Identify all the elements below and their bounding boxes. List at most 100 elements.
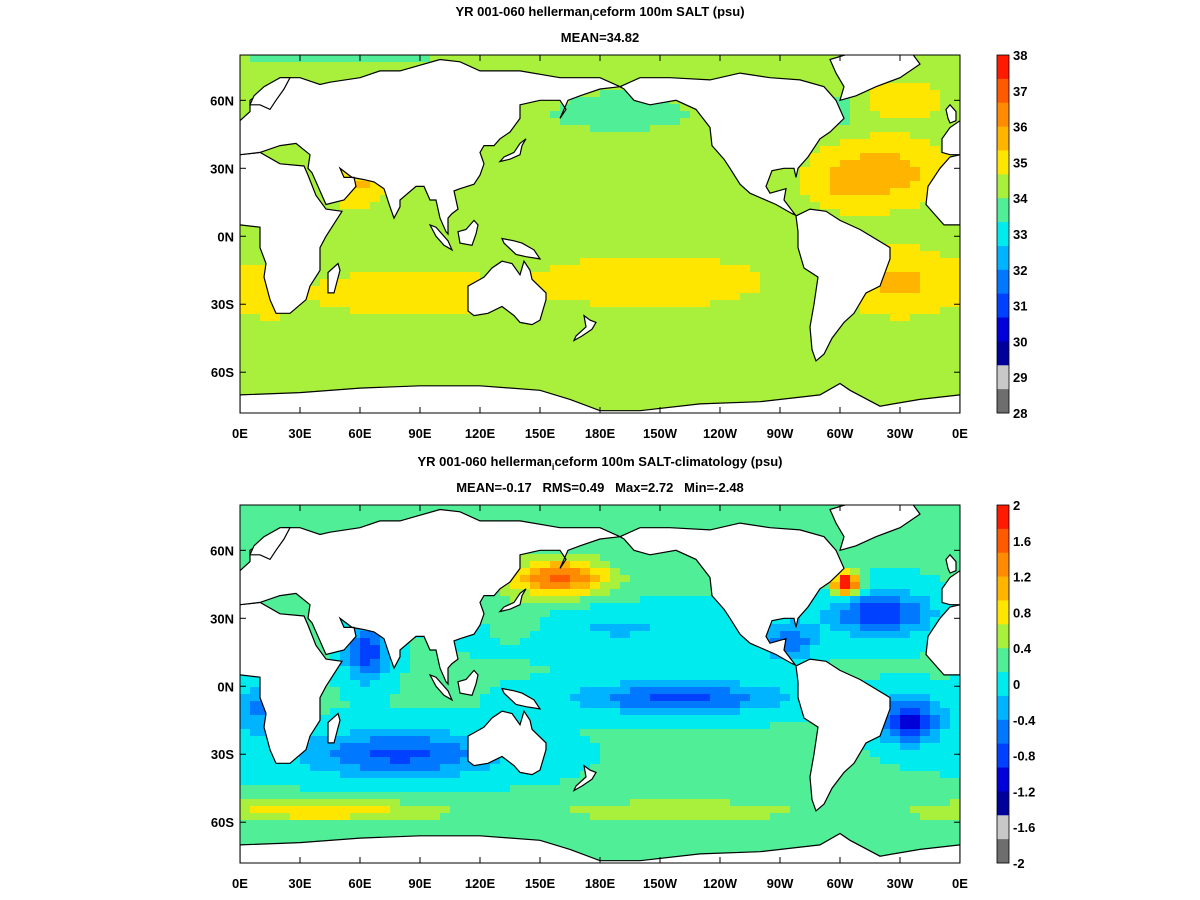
x-tick-label: 120E <box>465 876 496 891</box>
north-america-land <box>618 522 845 669</box>
colorbar-tick-label: 0 <box>1013 677 1020 692</box>
colorbar-swatch <box>997 78 1009 104</box>
x-tick-label: 150W <box>643 426 678 441</box>
salinity-panel: YR 001-060 hellermaniceform 100m SALT (p… <box>210 4 1028 441</box>
y-tick-label: 30N <box>210 611 234 626</box>
eurasia-land <box>240 58 623 236</box>
colorbar-swatch <box>997 815 1009 840</box>
colorbar-tick-label: 30 <box>1013 334 1027 349</box>
chart-stats: MEAN=34.82 <box>560 30 640 45</box>
y-tick-label: 0N <box>217 229 234 244</box>
x-tick-label: 30W <box>887 876 914 891</box>
scandinavia-land <box>249 77 291 111</box>
colorbar-swatch <box>997 126 1009 151</box>
chart-title: YR 001-060 hellermaniceform 100m SALT-cl… <box>417 454 783 472</box>
x-tick-label: 180E <box>585 876 616 891</box>
borneo-land <box>457 669 479 696</box>
y-tick-label: 30N <box>210 161 234 176</box>
colorbar: 2 1.6 1.2 0.8 0.4 0 -0.4 -0.8 -1.2 -1.6 -2 <box>996 498 1036 871</box>
x-tick-label: 0E <box>232 426 248 441</box>
colorbar-tick-label: 31 <box>1013 299 1027 314</box>
colorbar-tick-label: 37 <box>1013 84 1027 99</box>
north-america-land <box>618 72 845 219</box>
colorbar-swatch <box>997 293 1009 318</box>
colorbar-swatch <box>997 672 1009 697</box>
colorbar-swatch <box>997 600 1009 625</box>
colorbar-swatch <box>997 150 1009 175</box>
x-tick-label: 120E <box>465 426 496 441</box>
x-tick-label: 90E <box>408 876 431 891</box>
x-tick-label: 150E <box>525 426 556 441</box>
colorbar-tick-label: -1.6 <box>1013 820 1035 835</box>
south-america-land <box>795 208 891 362</box>
colorbar-tick-label: 28 <box>1013 406 1027 421</box>
africa-west-land <box>925 604 960 676</box>
new-guinea-land <box>500 237 542 260</box>
colorbar-swatch <box>997 552 1009 577</box>
colorbar-swatch <box>997 174 1009 199</box>
x-tick-label: 150W <box>643 876 678 891</box>
chart-stats: MEAN=-0.17 RMS=0.49 Max=2.72 Min=-2.48 <box>456 480 744 495</box>
colorbar-frame <box>996 54 1010 414</box>
colorbar-tick-label: -0.8 <box>1013 749 1035 764</box>
y-tick-label: 60N <box>210 543 234 558</box>
sumatra-land <box>428 673 454 702</box>
africa-west-land <box>925 154 960 226</box>
australia-land <box>467 709 547 776</box>
sumatra-land <box>428 223 454 252</box>
x-tick-label: 0E <box>952 426 968 441</box>
japan-land <box>498 138 527 163</box>
colorbar-tick-label: 34 <box>1013 191 1028 206</box>
madagascar-land <box>327 262 341 294</box>
y-tick-label: 60N <box>210 93 234 108</box>
borneo-land <box>457 219 479 246</box>
x-tick-label: 60W <box>827 876 854 891</box>
x-tick-label: 90W <box>767 426 794 441</box>
chart-title: YR 001-060 hellermaniceform 100m SALT (p… <box>455 4 745 22</box>
antarctica-land <box>240 832 960 863</box>
colorbar-swatch <box>997 341 1009 366</box>
new-zealand-land <box>572 764 597 792</box>
y-tick-label: 60S <box>211 815 234 830</box>
colorbar-swatch <box>997 719 1009 745</box>
x-tick-label: 0E <box>232 876 248 891</box>
colorbar-tick-label: 36 <box>1013 120 1027 135</box>
australia-land <box>467 259 547 326</box>
new-guinea-land <box>500 687 542 710</box>
x-tick-label: 120W <box>703 876 738 891</box>
x-tick-label: 60E <box>348 426 371 441</box>
colorbar-swatch <box>997 222 1009 247</box>
y-tick-label: 0N <box>217 679 234 694</box>
colorbar-tick-label: 33 <box>1013 227 1027 242</box>
colorbar-tick-label: 35 <box>1013 155 1027 170</box>
colorbar-swatch <box>997 624 1009 649</box>
x-tick-label: 90W <box>767 876 794 891</box>
colorbar-swatch <box>997 198 1009 223</box>
britain-land <box>945 103 957 124</box>
japan-land <box>498 588 527 613</box>
colorbar-tick-label: 0.4 <box>1013 641 1032 656</box>
y-tick-label: 60S <box>211 365 234 380</box>
europe-west-land <box>941 119 960 156</box>
colorbar-tick-label: 1.2 <box>1013 570 1031 585</box>
x-tick-label: 180E <box>585 426 616 441</box>
colorbar-tick-label: 0.8 <box>1013 605 1031 620</box>
colorbar-swatch <box>997 505 1009 530</box>
colorbar-swatch <box>997 743 1009 768</box>
y-tick-label: 30S <box>211 297 234 312</box>
new-zealand-land <box>572 314 597 342</box>
colorbar: 38 37 36 35 34 33 32 31 30 29 28 <box>996 48 1028 421</box>
x-tick-label: 90E <box>408 426 431 441</box>
salinity-map: 0E 30E 60E 90E 120E 150E 180E 150W 120W 90W 60W 30W… <box>210 48 1028 441</box>
colorbar-tick-label: 38 <box>1013 48 1027 63</box>
britain-land <box>945 553 957 574</box>
x-tick-label: 30W <box>887 426 914 441</box>
colorbar-swatch <box>997 102 1009 127</box>
x-tick-label: 30E <box>288 426 311 441</box>
colorbar-swatch <box>997 317 1009 342</box>
anomaly-panel: YR 001-060 hellermaniceform 100m SALT-cl… <box>0 450 1200 900</box>
africa-land <box>240 601 344 764</box>
y-tick-label: 30S <box>211 747 234 762</box>
madagascar-land <box>327 712 341 744</box>
colorbar-tick-label: 29 <box>1013 370 1027 385</box>
